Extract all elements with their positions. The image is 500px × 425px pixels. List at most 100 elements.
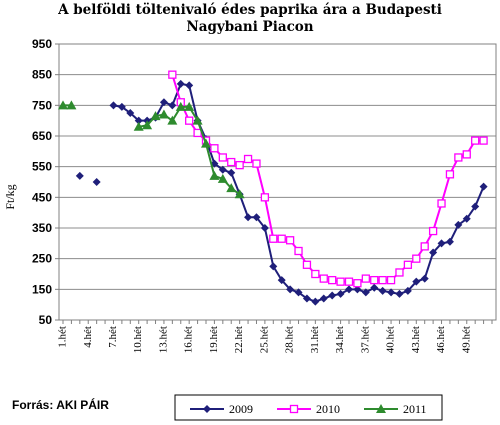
legend-label-2011: 2011 xyxy=(403,402,427,416)
data-point-2010 xyxy=(294,246,303,256)
data-point-2010 xyxy=(344,277,354,286)
data-point-2010 xyxy=(252,159,261,168)
data-point-2009 xyxy=(328,291,337,300)
data-point-2010 xyxy=(311,269,320,279)
x-tick-label: 28.hét xyxy=(284,326,296,353)
series-2009 xyxy=(75,79,488,306)
legend-label-2010: 2010 xyxy=(316,402,340,416)
data-point-2009 xyxy=(185,81,194,90)
data-point-2010 xyxy=(437,199,446,208)
legend-label-2009: 2009 xyxy=(229,402,253,416)
data-point-2009 xyxy=(227,168,236,177)
x-tick-label: 43.hét xyxy=(410,326,422,353)
data-point-2009 xyxy=(445,237,454,246)
chart-title-line1: A belföldi töltenivaló édes paprika ára … xyxy=(58,2,442,18)
y-tick-label: 850 xyxy=(32,68,52,82)
series-2011 xyxy=(58,100,245,199)
data-point-2009 xyxy=(218,165,227,174)
x-tick-label: 46.hét xyxy=(435,326,447,353)
data-point-2009 xyxy=(92,178,101,186)
data-point-2009 xyxy=(454,220,463,229)
data-point-2010 xyxy=(378,275,387,285)
x-tick-label: 4.hét xyxy=(82,326,94,348)
y-tick-label: 950 xyxy=(32,37,52,51)
data-point-2009 xyxy=(176,79,185,88)
data-point-2010 xyxy=(260,193,270,202)
data-point-2010 xyxy=(386,275,396,285)
data-point-2009 xyxy=(244,213,253,222)
legend-marker-2011 xyxy=(376,404,386,413)
data-point-2009 xyxy=(75,171,84,180)
series-line-2009 xyxy=(113,82,485,303)
data-point-2010 xyxy=(185,116,194,125)
series-line-2010 xyxy=(171,74,484,285)
data-point-2011 xyxy=(58,100,68,110)
data-point-2009 xyxy=(126,109,135,117)
data-point-2011 xyxy=(234,189,245,199)
data-point-2010 xyxy=(235,160,244,170)
y-tick-label: 550 xyxy=(32,160,52,174)
data-point-2010 xyxy=(193,128,202,138)
data-point-2009 xyxy=(462,214,471,223)
data-point-2009 xyxy=(109,101,118,110)
data-point-2010 xyxy=(328,275,337,285)
data-point-2009 xyxy=(117,102,126,111)
data-point-2010 xyxy=(285,236,295,245)
data-point-2011 xyxy=(158,109,169,119)
data-point-2010 xyxy=(445,170,455,179)
x-tick-label: 34.hét xyxy=(334,326,346,353)
data-point-2011 xyxy=(66,100,77,110)
x-tick-label: 22.hét xyxy=(233,326,245,353)
y-tick-label: 150 xyxy=(32,282,52,296)
data-point-2010 xyxy=(218,153,227,162)
data-point-2010 xyxy=(227,157,236,167)
data-point-2009 xyxy=(336,289,345,298)
data-point-2010 xyxy=(302,260,312,269)
y-tick-label: 50 xyxy=(39,313,53,327)
y-tick-label: 250 xyxy=(32,252,52,266)
data-point-2010 xyxy=(395,268,404,277)
data-point-2011 xyxy=(142,120,153,130)
data-point-2011 xyxy=(133,121,144,131)
data-point-2010 xyxy=(479,136,488,145)
data-point-2009 xyxy=(294,288,303,297)
data-point-2009 xyxy=(370,283,379,292)
data-point-2009 xyxy=(311,297,320,306)
data-point-2009 xyxy=(429,248,438,257)
series xyxy=(58,70,488,306)
data-point-2009 xyxy=(277,276,286,285)
data-point-2010 xyxy=(243,154,253,164)
x-tick-label: 1.hét xyxy=(57,326,69,348)
data-point-2010 xyxy=(454,153,463,162)
legend-marker-2010 xyxy=(289,404,299,414)
x-tick-label: 37.hét xyxy=(359,326,371,353)
data-point-2010 xyxy=(269,234,278,243)
x-tick-label: 16.hét xyxy=(183,326,195,353)
x-tick-label: 10.hét xyxy=(132,326,144,353)
data-point-2010 xyxy=(319,274,328,283)
data-point-2009 xyxy=(252,213,261,222)
chart-title: A belföldi töltenivaló édes paprika ára … xyxy=(0,2,500,36)
data-point-2011 xyxy=(209,170,220,180)
data-point-2011 xyxy=(201,138,211,148)
data-point-2009 xyxy=(302,294,311,303)
y-tick-label: 650 xyxy=(32,129,52,143)
source-note: Forrás: AKI PÁIR xyxy=(12,398,109,412)
y-axis: 50 150 250 350 450 550 650 750 850 950 xyxy=(32,37,59,327)
x-tick-label: 7.hét xyxy=(107,326,119,348)
data-point-2009 xyxy=(134,116,143,125)
data-point-2010 xyxy=(462,150,471,159)
data-point-2009 xyxy=(437,239,446,248)
data-point-2011 xyxy=(175,101,186,111)
data-point-2009 xyxy=(479,182,488,191)
x-tick-label: 13.hét xyxy=(157,326,169,353)
data-point-2009 xyxy=(159,98,168,107)
data-point-2009 xyxy=(286,285,295,294)
chart-title-line2: Nagybani Piacon xyxy=(186,19,314,35)
data-point-2009 xyxy=(361,288,370,297)
data-point-2010 xyxy=(361,274,370,283)
data-point-2010 xyxy=(168,70,177,79)
data-point-2009 xyxy=(395,289,404,298)
data-point-2011 xyxy=(192,115,203,125)
data-point-2009 xyxy=(420,274,429,283)
